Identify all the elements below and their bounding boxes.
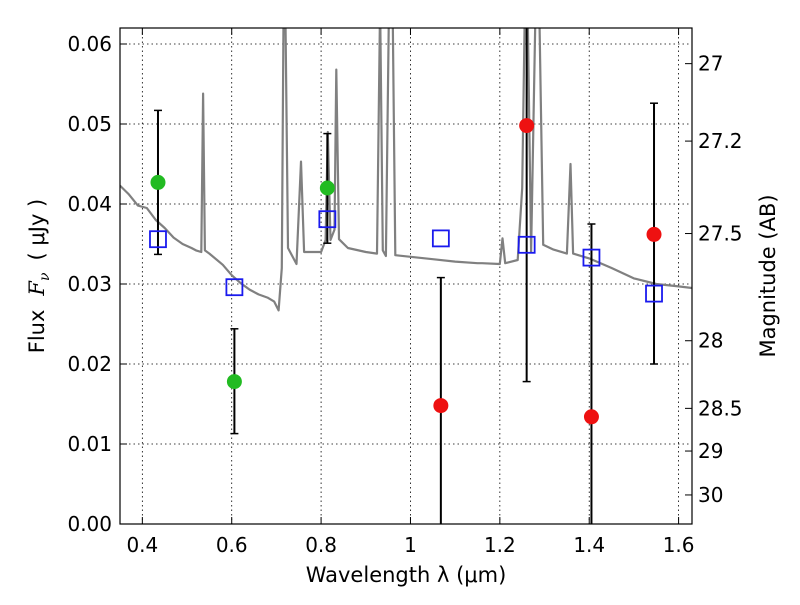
- model-spectrum: [120, 28, 692, 312]
- model-spectrum-line: [120, 28, 692, 312]
- plot-background: [120, 28, 692, 524]
- x-tick-label: 1: [404, 533, 417, 557]
- plot-frame-border: [119, 27, 693, 525]
- observed-flux-point: [519, 118, 535, 134]
- y-tick-label: 0.04: [67, 192, 112, 216]
- y-axis-label-unit: ( μJy ): [25, 199, 49, 261]
- model-photometry-square: [582, 248, 601, 267]
- magnitude-tick-label: 28: [698, 329, 723, 353]
- model-photometry-squares: [149, 210, 663, 303]
- model-photometry-square: [225, 278, 244, 297]
- x-axis-ticks: 0.4 0.6 0.8 1 1.2 1.4 1.6: [126, 28, 695, 557]
- x-tick-label: 0.4: [126, 533, 158, 557]
- model-photometry-square: [645, 284, 663, 303]
- x-tick-label: 0.6: [216, 533, 248, 557]
- magnitude-tick-label: 27.2: [698, 129, 743, 153]
- x-tick-label: 0.8: [305, 533, 337, 557]
- observed-flux-point: [150, 174, 166, 190]
- y-axis-label-symbol: F: [25, 280, 49, 297]
- y-tick-label: 0.00: [67, 512, 112, 536]
- magnitude-tick-label: 30: [698, 483, 723, 507]
- magnitude-tick-label: 29: [698, 439, 723, 463]
- observed-flux-point: [226, 374, 242, 390]
- observed-flux-point: [646, 226, 662, 242]
- observed-flux-point: [583, 409, 599, 425]
- model-photometry-square: [517, 235, 536, 254]
- x-axis-label: Wavelength λ (μm): [306, 563, 507, 587]
- y-tick-label: 0.06: [67, 32, 112, 56]
- x-tick-label: 1.6: [663, 533, 695, 557]
- observed-flux-point: [319, 180, 335, 196]
- plot-frame: [119, 27, 693, 525]
- model-photometry-square: [431, 229, 450, 248]
- observed-flux-point: [433, 398, 449, 414]
- model-photometry-square: [318, 210, 337, 229]
- magnitude-tick-label: 27.5: [698, 222, 743, 246]
- magnitude-axis-ticks: 27 27.2 27.5 28 28.5 29 30: [685, 52, 743, 507]
- y-axis-label-flux: Flux: [25, 310, 49, 354]
- y-tick-label: 0.05: [67, 112, 112, 136]
- y-axis-ticks: 0.00 0.01 0.02 0.03 0.04 0.05 0.06: [67, 32, 127, 536]
- magnitude-axis-label: Magnitude (AB): [756, 194, 780, 357]
- y-axis-label-subscript: ν: [37, 272, 53, 281]
- y-tick-label: 0.03: [67, 272, 112, 296]
- model-photometry-square: [149, 230, 167, 249]
- y-axis-label: Flux Fν ( μJy ): [25, 199, 53, 353]
- x-tick-label: 1.2: [484, 533, 516, 557]
- y-tick-label: 0.02: [67, 352, 112, 376]
- observed-flux-points: [150, 118, 662, 425]
- y-tick-label: 0.01: [67, 432, 112, 456]
- magnitude-tick-label: 28.5: [698, 396, 743, 420]
- x-tick-label: 1.4: [573, 533, 605, 557]
- magnitude-tick-label: 27: [698, 52, 723, 76]
